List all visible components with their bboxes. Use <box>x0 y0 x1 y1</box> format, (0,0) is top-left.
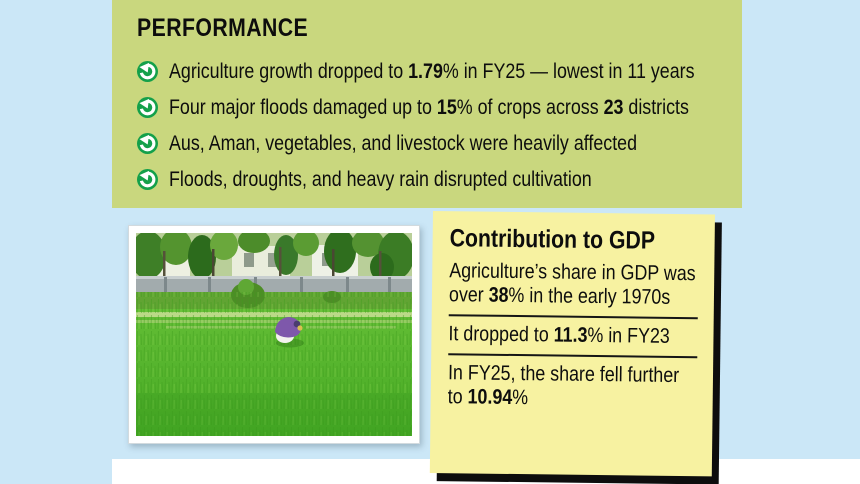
gdp-note-item: It dropped to 11.3% in FY23 <box>448 322 670 348</box>
gdp-note-title: Contribution to GDP <box>449 224 656 255</box>
paddy-field-photo <box>128 225 420 444</box>
performance-bullet: Aus, Aman, vegetables, and livestock wer… <box>137 132 720 155</box>
performance-panel: PERFORMANCE Agriculture growth dropped t… <box>112 0 742 208</box>
bullet-text: Four major floods damaged up to 15% of c… <box>169 96 689 120</box>
gdp-note-item: Agriculture’s share in GDP was over 38% … <box>448 259 696 309</box>
circular-arrow-icon <box>137 169 158 191</box>
performance-bullet: Four major floods damaged up to 15% of c… <box>137 96 720 119</box>
gdp-note: Contribution to GDP Agriculture’s share … <box>429 211 715 477</box>
performance-bullet: Floods, droughts, and heavy rain disrupt… <box>137 168 720 191</box>
bullet-text: Aus, Aman, vegetables, and livestock wer… <box>169 132 638 156</box>
circular-arrow-icon <box>137 97 158 119</box>
performance-list: Agriculture growth dropped to 1.79% in F… <box>137 60 720 191</box>
circular-arrow-icon <box>137 61 158 83</box>
performance-title: PERFORMANCE <box>137 14 309 42</box>
bullet-text: Floods, droughts, and heavy rain disrupt… <box>169 168 592 192</box>
divider <box>448 314 698 320</box>
paddy-field-photo-image <box>136 233 412 436</box>
gdp-note-item: In FY25, the share fell further to 10.94… <box>447 361 680 409</box>
performance-bullet: Agriculture growth dropped to 1.79% in F… <box>137 60 720 83</box>
gdp-note-body: Agriculture’s share in GDP was over 38% … <box>448 259 699 412</box>
divider <box>448 353 698 359</box>
circular-arrow-icon <box>137 133 158 155</box>
bullet-text: Agriculture growth dropped to 1.79% in F… <box>169 60 695 83</box>
